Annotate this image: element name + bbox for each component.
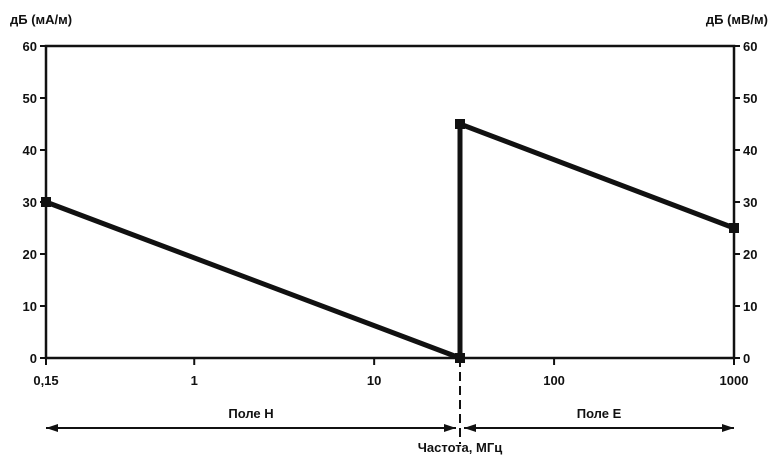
y-tick-label-left: 40 [23, 143, 37, 158]
x-axis-label: Частота, МГц [418, 440, 502, 455]
region-label: Поле Н [228, 406, 273, 421]
series [43, 121, 737, 361]
plot-frame [44, 44, 736, 360]
y-axis-label-left: дБ (мА/м) [10, 12, 72, 27]
y-tick-label-left: 0 [30, 351, 37, 366]
region-arrows: Поле Н Поле Е [46, 406, 734, 432]
x-tick-label: 10 [367, 373, 381, 388]
arrowhead-left-icon [46, 424, 58, 432]
y-tick-label-right: 30 [743, 195, 757, 210]
y-tick-label-right: 40 [743, 143, 757, 158]
y-tick-label-left: 30 [23, 195, 37, 210]
region-label: Поле Е [577, 406, 622, 421]
y-tick-label-left: 50 [23, 91, 37, 106]
markers [41, 119, 739, 363]
y-tick-label-left: 10 [23, 299, 37, 314]
series-line [43, 199, 463, 361]
arrowhead-right-icon [444, 424, 457, 432]
data-point-marker [41, 197, 51, 207]
x-tick-label: 1000 [720, 373, 749, 388]
y-axis-label-right: дБ (мВ/м) [706, 12, 768, 27]
y-tick-label-right: 50 [743, 91, 757, 106]
data-point-marker [455, 119, 466, 129]
x-tick-label: 0,15 [33, 373, 58, 388]
plot-border [44, 44, 736, 360]
y-tick-label-right: 10 [743, 299, 757, 314]
axis-ticks: 0 0 10 10 20 20 30 30 40 40 50 50 60 60 0,15 1 10 100 1000 [23, 39, 758, 388]
x-tick-label: 100 [543, 373, 565, 388]
y-tick-label-right: 60 [743, 39, 757, 54]
data-point-marker [455, 353, 466, 363]
data-point-marker [729, 223, 739, 233]
y-tick-label-left: 60 [23, 39, 37, 54]
y-tick-label-left: 20 [23, 247, 37, 262]
arrowhead-left-icon [464, 424, 477, 432]
series-line [457, 121, 737, 231]
y-tick-label-right: 0 [743, 351, 750, 366]
x-tick-label: 1 [191, 373, 198, 388]
arrowhead-right-icon [722, 424, 734, 432]
y-tick-label-right: 20 [743, 247, 757, 262]
